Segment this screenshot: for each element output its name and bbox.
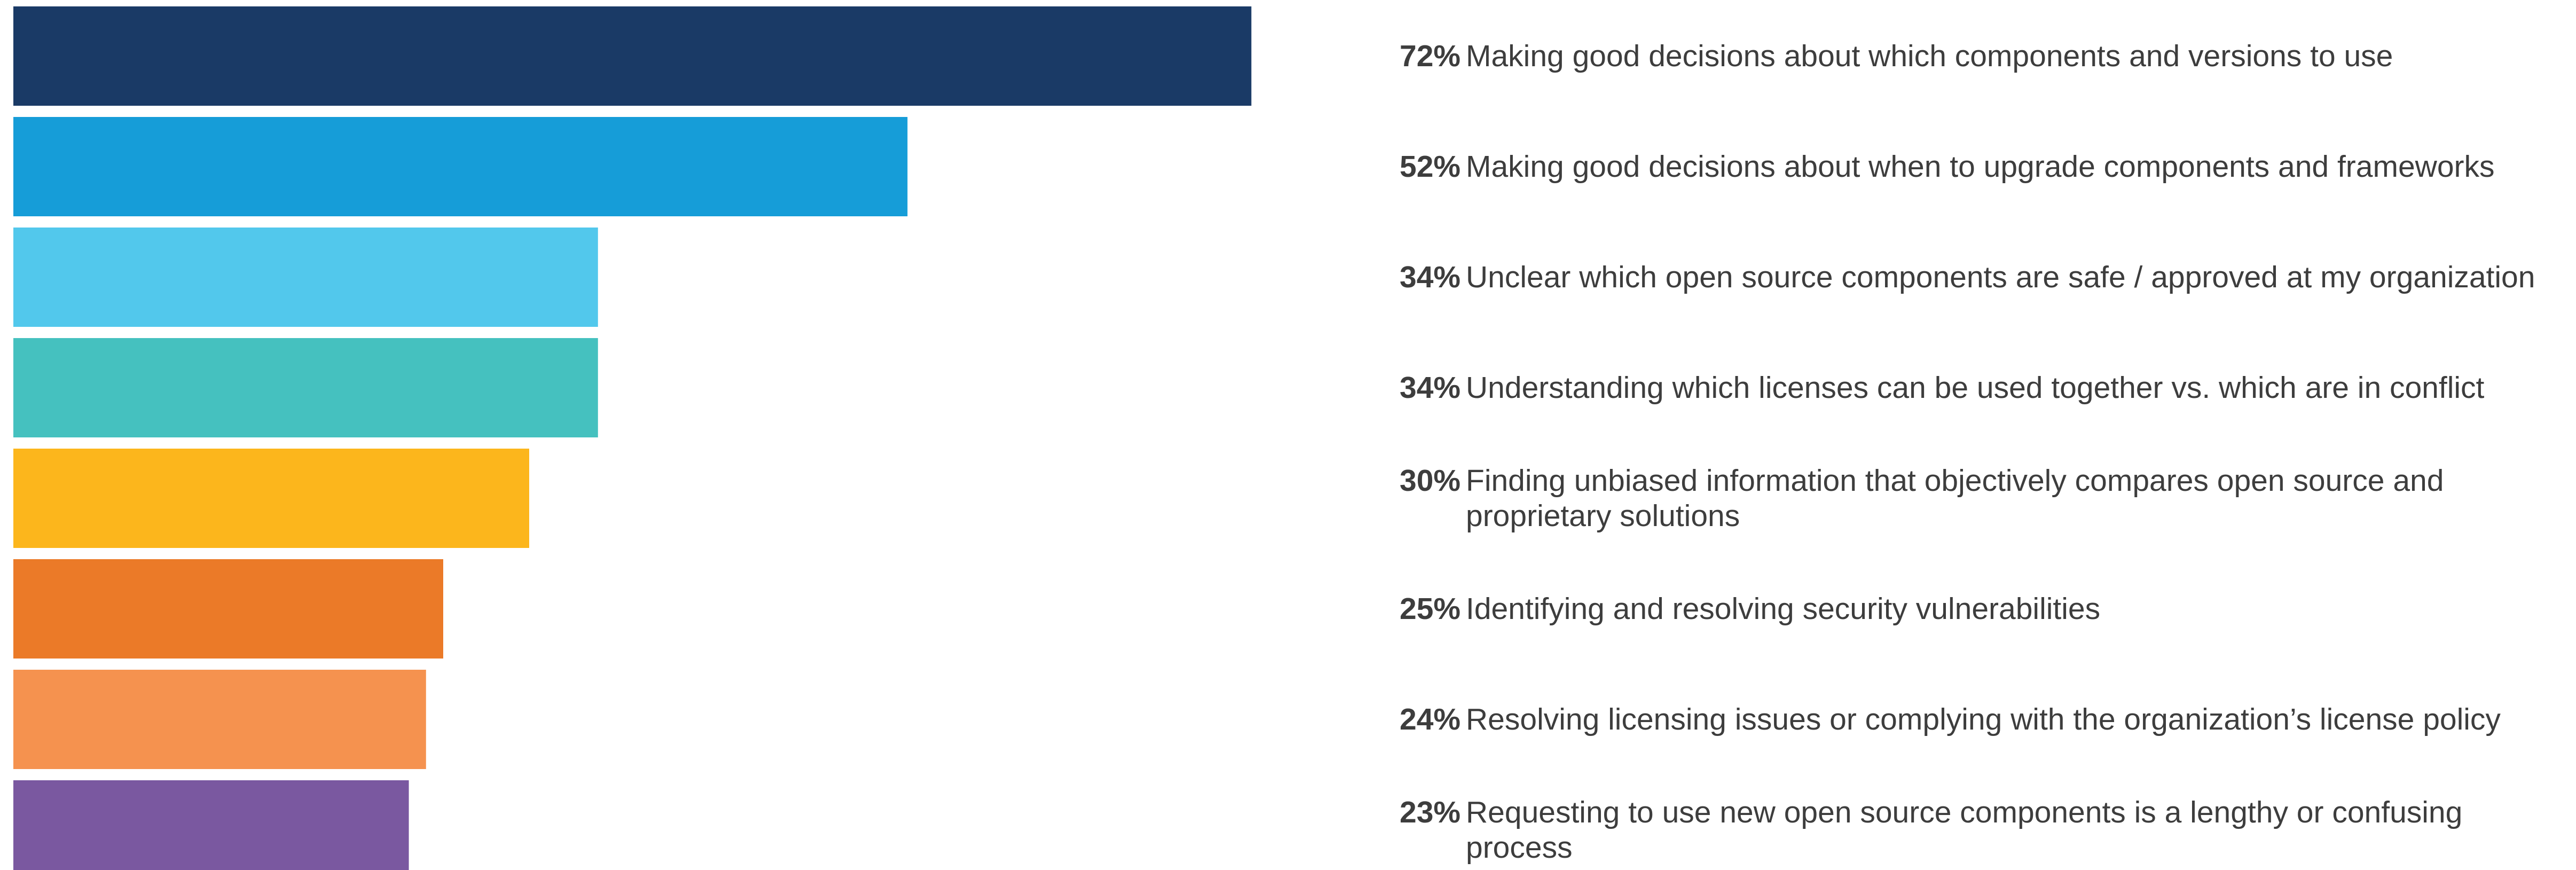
bar-label: 30% Finding unbiased information that obj…: [1400, 463, 2576, 534]
category-label: Resolving licensing issues or complying …: [1466, 702, 2501, 736]
bar-label: 72% Making good decisions about which com…: [1400, 38, 2393, 74]
bar: [13, 6, 1252, 106]
bar: [13, 228, 598, 327]
category-label: Unclear which open source components are…: [1466, 260, 2535, 294]
bar-label: 25% Identifying and resolving security vu…: [1400, 591, 2100, 626]
category-label: Finding unbiased information that object…: [1466, 464, 2444, 533]
value-label: 23%: [1400, 795, 1461, 829]
bar: [13, 117, 908, 216]
category-label: Identifying and resolving security vulne…: [1466, 592, 2101, 626]
bar: [13, 559, 443, 659]
category-label: Making good decisions about which compon…: [1466, 39, 2393, 73]
value-label: 25%: [1400, 592, 1461, 626]
value-label: 24%: [1400, 702, 1461, 736]
category-label: Understanding which licenses can be used…: [1466, 371, 2485, 405]
bar: [13, 449, 529, 548]
value-label: 30%: [1400, 464, 1461, 498]
bar: [13, 338, 598, 437]
category-label: Requesting to use new open source compon…: [1466, 795, 2463, 865]
bar: [13, 670, 426, 769]
bar-label: 24% Resolving licensing issues or complyi…: [1400, 702, 2501, 737]
value-label: 52%: [1400, 150, 1461, 184]
value-label: 34%: [1400, 371, 1461, 405]
bar-label: 52% Making good decisions about when to u…: [1400, 149, 2495, 184]
bar-label: 34% Unclear which open source components …: [1400, 260, 2535, 295]
bar-label: 23% Requesting to use new open source com…: [1400, 795, 2576, 865]
value-label: 72%: [1400, 39, 1461, 73]
value-label: 34%: [1400, 260, 1461, 294]
bar: [13, 780, 409, 870]
bar-label: 34% Understanding which licenses can be u…: [1400, 370, 2484, 405]
category-label: Making good decisions about when to upgr…: [1466, 150, 2495, 184]
